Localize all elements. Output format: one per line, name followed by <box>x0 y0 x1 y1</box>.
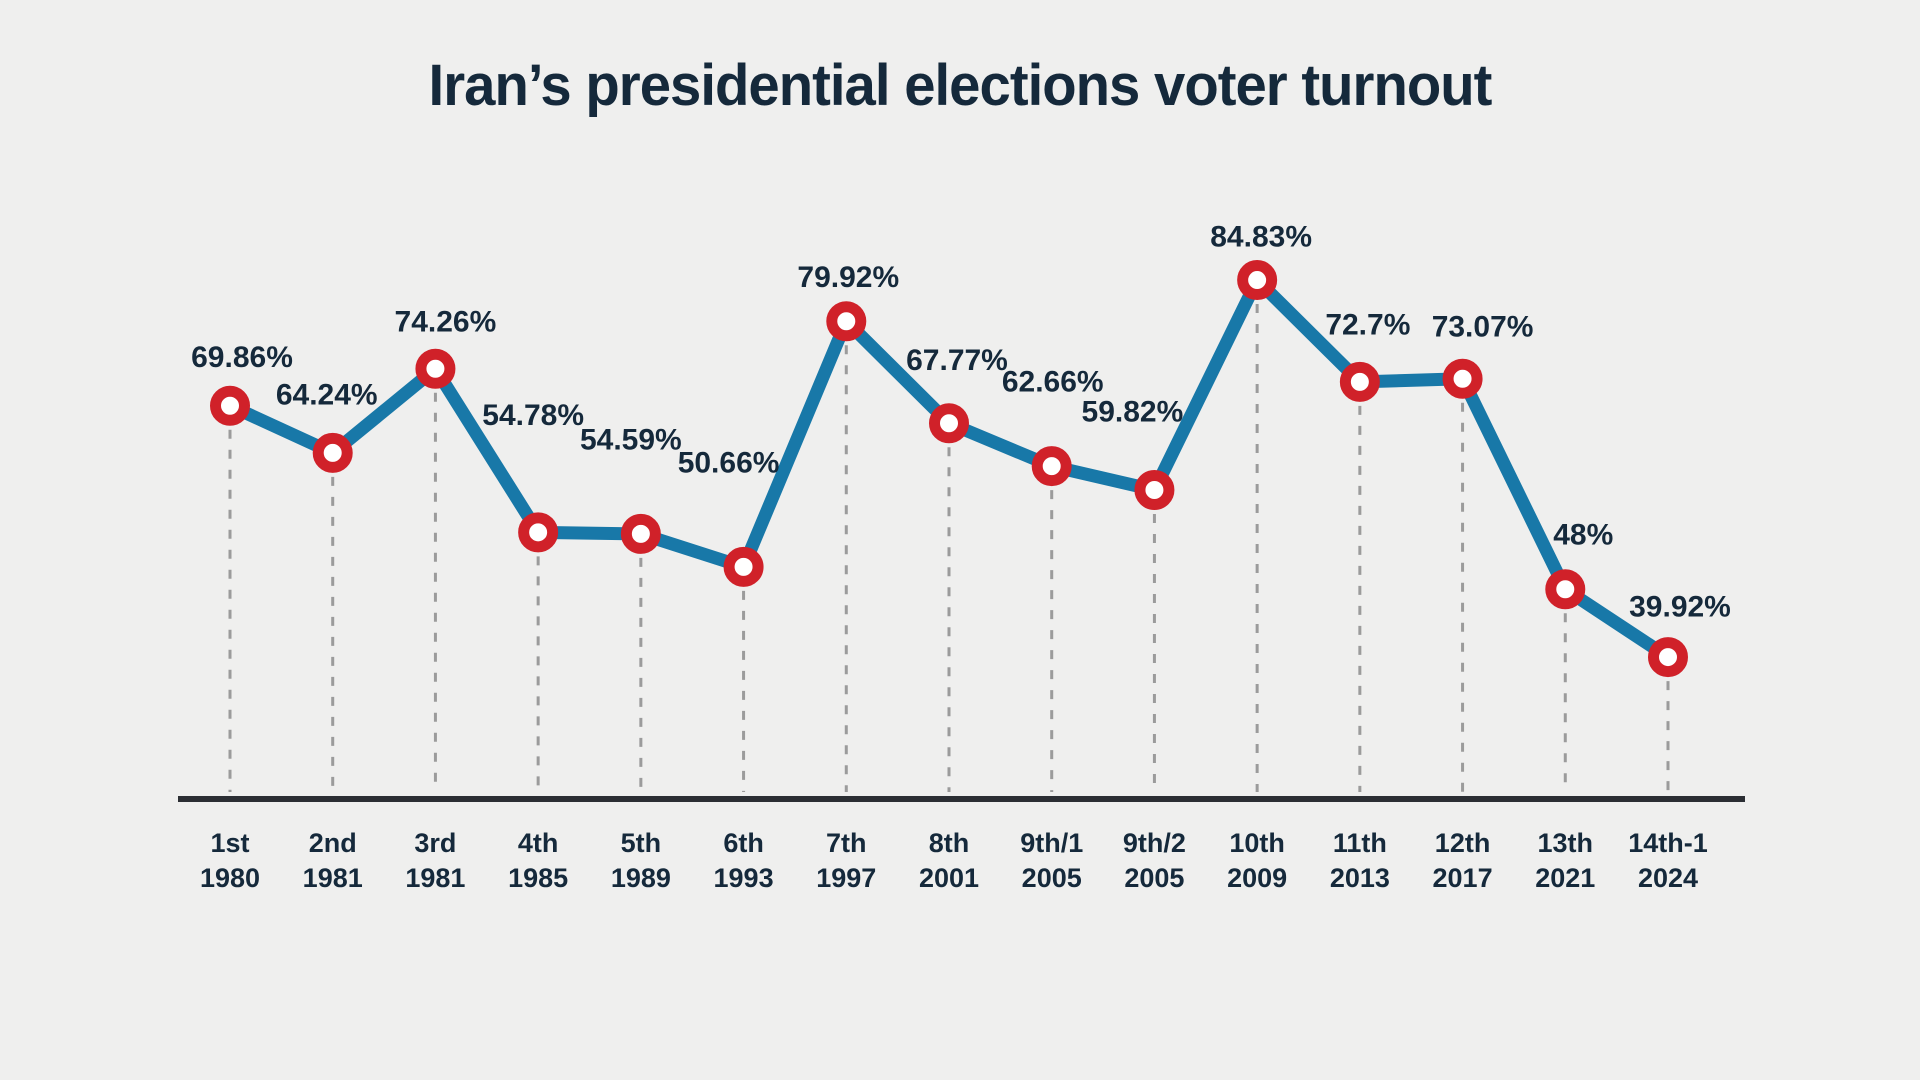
x-tick-ordinal: 2nd <box>309 828 357 858</box>
data-point-marker <box>723 546 764 587</box>
x-tick-year: 2005 <box>1022 863 1082 893</box>
data-point-marker <box>415 348 456 389</box>
x-tick-ordinal: 5th <box>621 828 662 858</box>
value-label: 79.92% <box>797 261 899 294</box>
data-point-marker <box>1545 569 1586 610</box>
value-label: 50.66% <box>678 446 780 479</box>
value-label: 72.7% <box>1325 308 1410 341</box>
value-label: 74.26% <box>395 305 497 338</box>
value-label: 39.92% <box>1629 591 1731 624</box>
x-tick-year: 2013 <box>1330 863 1390 893</box>
value-label: 54.78% <box>482 399 584 432</box>
value-label: 48% <box>1553 519 1613 552</box>
data-point-marker <box>1339 361 1380 402</box>
x-tick-year: 1985 <box>508 863 568 893</box>
x-tick-ordinal: 9th/1 <box>1020 828 1083 858</box>
x-tick-ordinal: 13th <box>1538 828 1594 858</box>
x-tick-year: 2017 <box>1433 863 1493 893</box>
x-tick-year: 2005 <box>1124 863 1184 893</box>
value-label: 54.59% <box>580 423 682 456</box>
x-tick-ordinal: 3rd <box>414 828 456 858</box>
x-tick-year: 2009 <box>1227 863 1287 893</box>
data-point-marker <box>1442 358 1483 399</box>
data-point-marker <box>210 385 250 426</box>
x-tick-ordinal: 9th/2 <box>1123 828 1186 858</box>
value-label: 62.66% <box>1002 366 1104 399</box>
x-tick-ordinal: 6th <box>723 828 764 858</box>
data-point-marker <box>1647 637 1688 678</box>
data-point-marker <box>1134 470 1175 511</box>
value-label: 69.86% <box>191 341 293 374</box>
x-tick-year: 1981 <box>405 863 465 893</box>
data-point-marker <box>1237 260 1278 301</box>
x-tick-ordinal: 7th <box>826 828 867 858</box>
x-tick-ordinal: 10th <box>1229 828 1285 858</box>
x-tick-year: 2024 <box>1638 863 1698 893</box>
value-label: 59.82% <box>1082 396 1184 429</box>
value-label: 73.07% <box>1432 310 1534 343</box>
x-tick-ordinal: 1st <box>210 828 249 858</box>
x-tick-ordinal: 12th <box>1435 828 1491 858</box>
x-tick-ordinal: 8th <box>929 828 970 858</box>
x-tick-year: 1993 <box>714 863 774 893</box>
x-tick-year: 1989 <box>611 863 671 893</box>
x-tick-year: 2021 <box>1535 863 1595 893</box>
data-point-marker <box>312 432 353 473</box>
value-label: 84.83% <box>1210 221 1312 254</box>
x-tick-year: 2001 <box>919 863 979 893</box>
x-tick-ordinal: 11th <box>1333 828 1387 858</box>
x-tick-ordinal: 14th-1 <box>1628 828 1708 858</box>
x-tick-year: 1981 <box>303 863 363 893</box>
value-label: 64.24% <box>276 378 378 411</box>
data-point-marker <box>1031 446 1072 487</box>
data-point-marker <box>518 512 559 553</box>
x-tick-year: 1980 <box>200 863 260 893</box>
data-point-marker <box>620 513 661 554</box>
data-point-marker <box>928 403 969 444</box>
chart-title: Iran’s presidential elections voter turn… <box>428 53 1493 118</box>
x-tick-year: 1997 <box>816 863 876 893</box>
value-label: 67.77% <box>906 344 1008 377</box>
x-tick-ordinal: 4th <box>518 828 559 858</box>
data-point-marker <box>826 301 867 342</box>
